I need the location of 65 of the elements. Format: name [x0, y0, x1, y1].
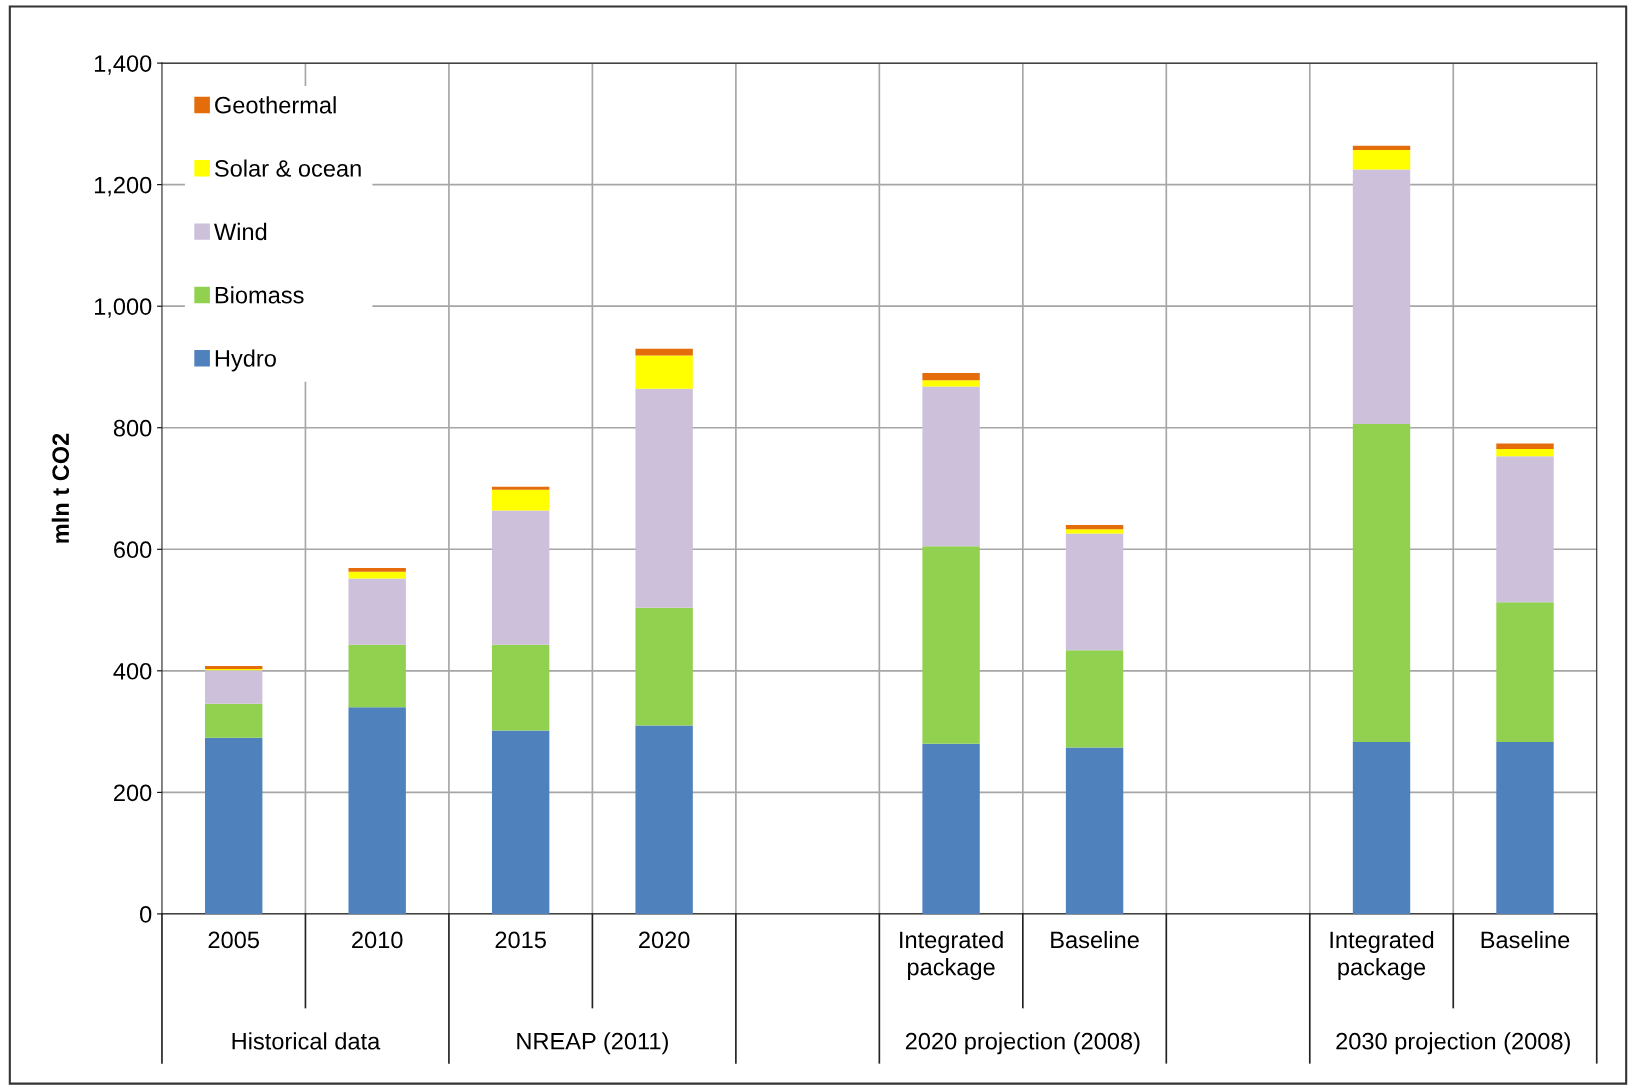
- bar: [922, 373, 980, 381]
- y-tick-label: 800: [113, 419, 152, 437]
- bar: [491, 644, 550, 731]
- text: 2020 projection (2008): [905, 1032, 1140, 1055]
- bar: [348, 568, 406, 572]
- text: NREAP (2011): [517, 1032, 668, 1055]
- bar: [1496, 602, 1554, 742]
- bar: [348, 571, 406, 579]
- bar: [635, 607, 693, 726]
- legend-label: Biomass: [215, 286, 304, 304]
- bar: [1352, 150, 1411, 170]
- legend-label: Geothermal: [215, 96, 336, 114]
- bar: [1496, 449, 1554, 457]
- bar: [635, 355, 693, 389]
- bar: [1352, 741, 1411, 914]
- x-tick-label: Integrated package: [1330, 930, 1434, 981]
- bar: [1496, 443, 1554, 450]
- x-tick-label: 2020: [639, 931, 690, 949]
- bar: [635, 348, 693, 356]
- bar: [491, 510, 550, 645]
- bar: [1352, 145, 1411, 151]
- bar: [205, 670, 263, 704]
- y-tick-label: 200: [114, 784, 152, 802]
- y-tick-label: 600: [114, 541, 152, 559]
- legend-label: Hydro: [215, 349, 276, 372]
- y-tick-label: 1,200: [94, 176, 152, 197]
- y-tick-label: 1,400: [94, 55, 152, 75]
- y-tick-label: 0: [140, 905, 152, 923]
- x-tick-label: Integrated package: [900, 930, 1003, 981]
- bar: [635, 388, 693, 608]
- x-tick-label: 2015: [495, 931, 546, 949]
- legend-label: Solar & ocean: [214, 159, 361, 177]
- bar: [348, 644, 406, 708]
- bar: [205, 703, 263, 738]
- bar: [1496, 741, 1554, 914]
- bar: [922, 386, 980, 547]
- bar: [348, 578, 406, 645]
- bar: [491, 489, 550, 511]
- bar: [1352, 169, 1411, 425]
- bar: [922, 743, 980, 914]
- bar: [922, 546, 980, 744]
- bar: [1496, 456, 1554, 603]
- y-tick-label: 400: [113, 662, 152, 680]
- bar: [1065, 650, 1124, 748]
- bar: [1065, 524, 1124, 530]
- x-tick-label: 2005: [208, 931, 259, 949]
- text: 2030 projection (2008): [1336, 1032, 1570, 1055]
- x-tick-label: Baseline: [1481, 930, 1570, 949]
- bar: [1065, 533, 1124, 651]
- y-axis-title: mln t CO2: [51, 433, 70, 543]
- bar: [205, 737, 263, 914]
- x-tick-label: Baseline: [1051, 930, 1139, 949]
- bar: [491, 730, 550, 914]
- bar: [1065, 747, 1124, 914]
- bar: [922, 380, 980, 387]
- x-tick-label: 2010: [352, 931, 403, 949]
- legend-label: Wind: [214, 222, 267, 241]
- bar: [491, 486, 550, 490]
- bar: [1352, 424, 1411, 742]
- bar: [1065, 529, 1124, 534]
- text: Historical data: [232, 1032, 381, 1050]
- bar: [635, 725, 693, 914]
- bar: [205, 665, 263, 670]
- bar: [348, 707, 406, 914]
- y-tick-label: 1,000: [94, 298, 152, 318]
